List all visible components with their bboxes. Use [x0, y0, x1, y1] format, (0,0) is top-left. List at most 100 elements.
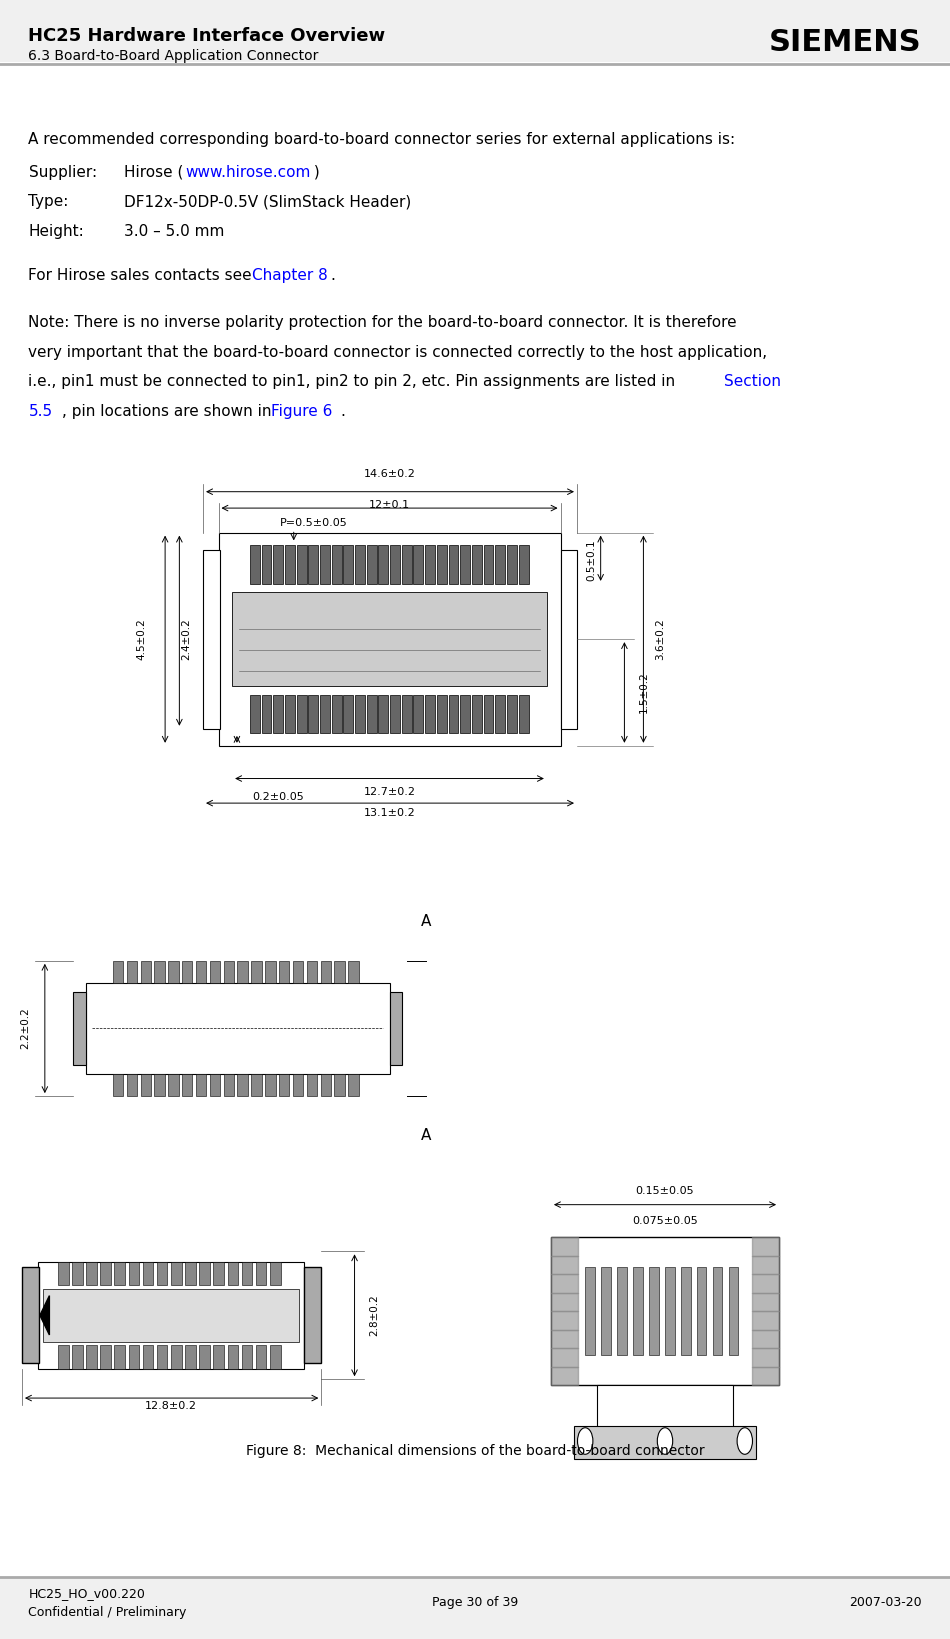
Bar	[182, 1074, 193, 1096]
Bar	[402, 695, 411, 733]
Bar	[320, 960, 331, 983]
Bar	[73, 993, 86, 1065]
Bar	[238, 1074, 248, 1096]
Bar	[265, 1074, 275, 1096]
Bar	[448, 695, 459, 733]
Bar	[320, 546, 330, 583]
Bar	[334, 1074, 345, 1096]
Bar	[44, 1288, 298, 1342]
FancyBboxPatch shape	[0, 1577, 950, 1639]
Bar	[681, 1267, 691, 1355]
Bar	[343, 695, 353, 733]
Bar	[279, 960, 290, 983]
Bar	[285, 546, 294, 583]
Text: For Hirose sales contacts see: For Hirose sales contacts see	[28, 267, 257, 284]
Bar	[203, 549, 219, 729]
Bar	[304, 1267, 321, 1364]
Bar	[551, 1237, 779, 1385]
Bar	[448, 546, 459, 583]
Bar	[86, 1262, 97, 1285]
Text: 2.4±0.2: 2.4±0.2	[180, 618, 191, 661]
Text: 12.7±0.2: 12.7±0.2	[364, 787, 415, 797]
Bar	[214, 1262, 224, 1285]
Bar	[349, 1074, 359, 1096]
Bar	[114, 1262, 125, 1285]
Bar	[519, 546, 528, 583]
Circle shape	[737, 1428, 752, 1454]
Bar	[472, 546, 482, 583]
Bar	[560, 549, 577, 729]
Bar	[196, 1074, 206, 1096]
Bar	[182, 960, 193, 983]
Text: .: .	[340, 403, 345, 420]
Bar	[126, 1074, 137, 1096]
Bar	[426, 695, 435, 733]
Text: Confidential / Preliminary: Confidential / Preliminary	[28, 1606, 187, 1619]
Bar	[261, 546, 272, 583]
Bar	[101, 1262, 111, 1285]
Bar	[86, 1346, 97, 1369]
Bar	[232, 592, 547, 687]
Bar	[355, 695, 365, 733]
Text: HC25 Hardware Interface Overview: HC25 Hardware Interface Overview	[28, 28, 386, 44]
Bar	[142, 1262, 153, 1285]
Bar	[402, 546, 411, 583]
Bar	[58, 1346, 68, 1369]
Bar	[601, 1267, 611, 1355]
Bar	[113, 1074, 124, 1096]
Bar	[168, 960, 179, 983]
Polygon shape	[40, 1295, 49, 1334]
Bar	[293, 1074, 303, 1096]
Bar	[285, 695, 294, 733]
Bar	[460, 546, 470, 583]
Bar	[157, 1262, 167, 1285]
Bar	[141, 960, 151, 983]
Bar	[484, 695, 493, 733]
Bar	[349, 960, 359, 983]
Bar	[332, 546, 342, 583]
Bar	[426, 546, 435, 583]
Bar	[274, 546, 283, 583]
Bar	[343, 546, 353, 583]
Bar	[252, 1074, 262, 1096]
Text: SIEMENS: SIEMENS	[769, 28, 922, 57]
Bar	[155, 960, 164, 983]
Text: 12±0.1: 12±0.1	[369, 500, 410, 510]
Text: 14.6±0.2: 14.6±0.2	[364, 469, 415, 479]
Bar	[168, 1074, 179, 1096]
Bar	[252, 960, 262, 983]
Bar	[223, 1074, 234, 1096]
Bar	[320, 695, 330, 733]
Bar	[307, 960, 317, 983]
Text: Page 30 of 39: Page 30 of 39	[432, 1596, 518, 1609]
Text: 5.5: 5.5	[28, 403, 52, 420]
Bar	[413, 695, 424, 733]
Bar	[597, 1385, 733, 1429]
Text: 2.8±0.2: 2.8±0.2	[369, 1295, 379, 1336]
Text: Chapter 8: Chapter 8	[252, 267, 328, 284]
Text: Figure 8:  Mechanical dimensions of the board-to-board connector: Figure 8: Mechanical dimensions of the b…	[246, 1444, 704, 1457]
Bar	[437, 695, 446, 733]
Text: Supplier:: Supplier:	[28, 164, 97, 180]
Text: Figure 6: Figure 6	[271, 403, 332, 420]
Bar	[72, 1346, 83, 1369]
Bar	[618, 1267, 627, 1355]
Bar	[574, 1426, 756, 1459]
Bar	[460, 695, 470, 733]
Text: 13.1±0.2: 13.1±0.2	[364, 808, 415, 818]
Text: Hirose (: Hirose (	[124, 164, 188, 180]
Text: 6.3 Board-to-Board Application Connector: 6.3 Board-to-Board Application Connector	[28, 49, 319, 62]
Bar	[332, 695, 342, 733]
Bar	[274, 695, 283, 733]
Bar	[185, 1346, 196, 1369]
Circle shape	[578, 1428, 593, 1454]
Text: 3.0 – 5.0 mm: 3.0 – 5.0 mm	[124, 223, 224, 239]
Bar	[256, 1262, 266, 1285]
Text: Type:: Type:	[28, 193, 68, 210]
Bar	[495, 695, 505, 733]
Bar	[261, 695, 272, 733]
Bar	[270, 1346, 280, 1369]
Bar	[114, 1346, 125, 1369]
Bar	[507, 546, 517, 583]
Text: 0.075±0.05: 0.075±0.05	[632, 1216, 698, 1226]
